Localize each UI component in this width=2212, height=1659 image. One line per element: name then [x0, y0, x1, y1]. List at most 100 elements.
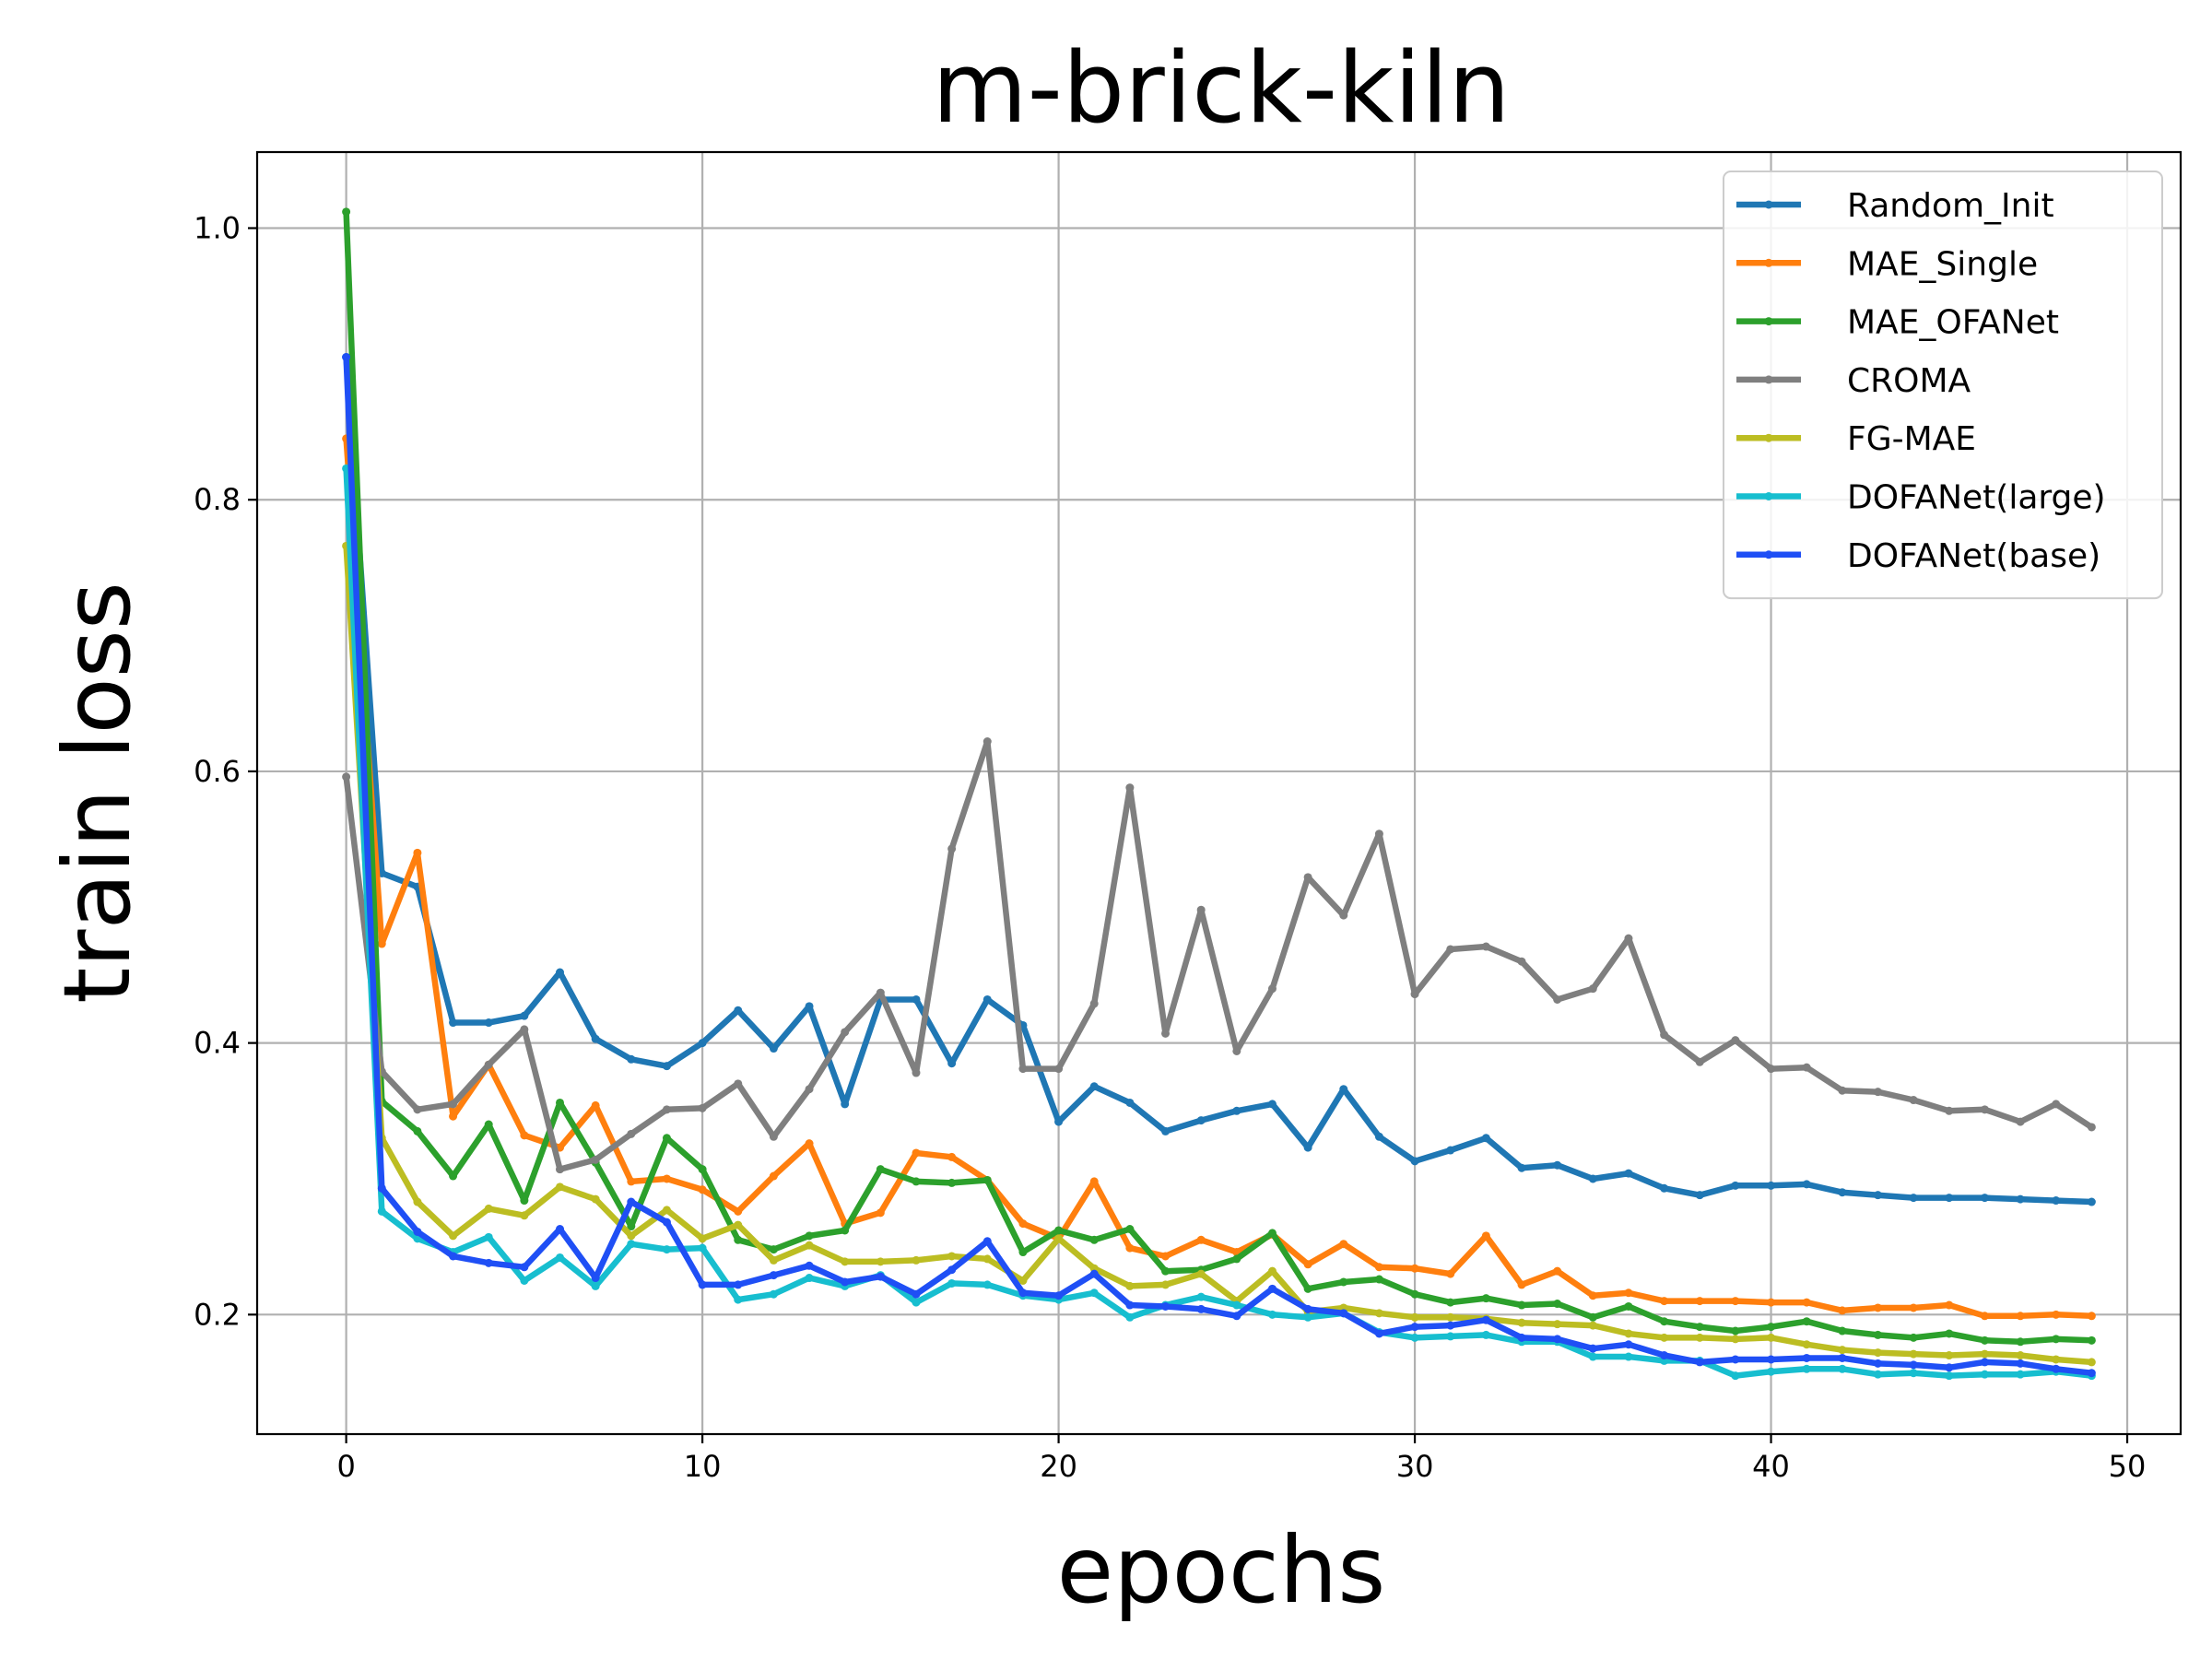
x-tick-label: 40 — [1752, 1449, 1790, 1484]
legend-marker — [1764, 492, 1773, 500]
data-point — [1838, 1086, 1847, 1095]
legend-marker — [1764, 317, 1773, 326]
data-point — [556, 968, 565, 977]
data-point — [1410, 1264, 1419, 1273]
legend-box — [1723, 171, 2163, 600]
data-point — [1945, 1194, 1954, 1203]
data-point — [734, 1220, 743, 1230]
data-point — [1054, 1234, 1064, 1243]
data-point — [1838, 1353, 1847, 1362]
data-point — [1695, 1297, 1704, 1306]
data-point — [591, 1155, 600, 1164]
data-point — [1446, 1298, 1455, 1307]
data-point — [556, 1165, 565, 1174]
data-point — [1980, 1358, 1989, 1367]
data-point — [698, 1103, 707, 1112]
data-point — [1267, 1100, 1277, 1109]
data-point — [1802, 1180, 1811, 1189]
series-fg-mae — [342, 541, 2096, 1367]
data-point — [1731, 1335, 1740, 1344]
data-point — [805, 1241, 814, 1250]
data-point — [1873, 1191, 1882, 1200]
data-point — [556, 1224, 565, 1233]
data-point — [1802, 1340, 1811, 1349]
data-point — [662, 1062, 671, 1071]
data-point — [627, 1177, 636, 1186]
data-point — [377, 1206, 386, 1216]
data-point — [627, 1054, 636, 1064]
data-point — [556, 1182, 565, 1192]
data-point — [1980, 1105, 1989, 1114]
series-mae-single — [342, 434, 2096, 1321]
data-point — [1517, 1318, 1526, 1327]
data-point — [1339, 1085, 1348, 1094]
data-point — [2052, 1335, 2061, 1344]
data-point — [2016, 1117, 2025, 1126]
data-point — [1731, 1371, 1740, 1381]
legend: Random_Init MAE_Single MAE_OFANet CROMA FG-M… — [1723, 171, 2163, 600]
data-point — [1588, 984, 1597, 994]
x-tick-label: 20 — [1040, 1449, 1077, 1484]
data-point — [769, 1255, 778, 1265]
data-point — [841, 1100, 850, 1109]
data-point — [520, 1025, 529, 1034]
data-point — [805, 1002, 814, 1011]
data-point — [1018, 1219, 1028, 1229]
data-point — [1695, 1323, 1704, 1332]
data-point — [698, 1165, 707, 1174]
data-point — [947, 1252, 957, 1261]
legend-label: Random_Init — [1847, 187, 2054, 225]
data-point — [1624, 1340, 1633, 1349]
data-point — [1767, 1367, 1776, 1376]
data-point — [1909, 1096, 1918, 1105]
data-point — [413, 1197, 422, 1206]
data-point — [841, 1257, 850, 1266]
legend-item: DOFANet(base) — [1736, 537, 2100, 575]
legend-label: MAE_Single — [1847, 245, 2038, 283]
data-point — [1624, 1329, 1633, 1338]
data-point — [2052, 1364, 2061, 1373]
data-point — [484, 1232, 493, 1241]
data-point — [1838, 1346, 1847, 1355]
legend-label: DOFANet(large) — [1847, 479, 2106, 517]
data-point — [1374, 1309, 1383, 1318]
data-point — [1125, 1224, 1135, 1233]
data-point — [1196, 1304, 1206, 1313]
data-point — [1802, 1298, 1811, 1307]
data-point — [1945, 1363, 1954, 1372]
data-point — [1410, 1312, 1419, 1322]
data-point — [2016, 1194, 2025, 1204]
data-point — [1089, 999, 1099, 1008]
legend-marker — [1764, 433, 1773, 442]
data-point — [1517, 1280, 1526, 1289]
chart-title: m-brick-kiln — [932, 31, 1510, 145]
data-point — [1695, 1333, 1704, 1342]
data-point — [1980, 1370, 1989, 1379]
data-point — [982, 1175, 992, 1184]
data-point — [662, 1174, 671, 1183]
data-point — [591, 1274, 600, 1283]
plot-frame — [255, 150, 2183, 1436]
y-tick-label: 0.8 — [194, 482, 241, 517]
data-point — [1267, 1284, 1277, 1293]
data-point — [769, 1132, 778, 1141]
data-point — [805, 1085, 814, 1094]
data-point — [1125, 1098, 1135, 1107]
data-point — [1481, 1134, 1490, 1143]
data-point — [520, 1263, 529, 1272]
series-line-dofanet-base — [343, 354, 2095, 1376]
data-point — [734, 1079, 743, 1088]
data-point — [2016, 1312, 2025, 1321]
data-point — [591, 1100, 600, 1110]
data-point — [662, 1206, 671, 1215]
data-point — [520, 1196, 529, 1206]
data-point — [662, 1134, 671, 1143]
data-point — [1481, 1294, 1490, 1303]
data-point — [1232, 1312, 1241, 1321]
legend-item: DOFANet(large) — [1736, 479, 2106, 517]
data-point — [734, 1280, 743, 1289]
data-point — [662, 1218, 671, 1227]
data-point — [342, 353, 351, 362]
data-point — [876, 1165, 885, 1174]
data-point — [1374, 1132, 1383, 1141]
